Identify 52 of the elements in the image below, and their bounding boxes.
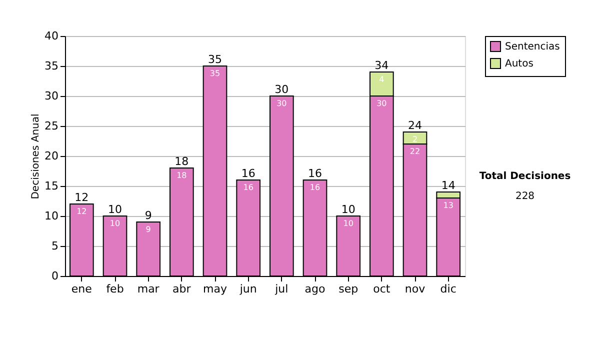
data-label: 30 [376,99,387,108]
data-label: 22 [410,147,420,156]
x-tick-label: ene [71,282,92,296]
data-label: 35 [210,69,220,78]
y-tick-label: 40 [44,30,58,42]
data-label: 10 [343,219,354,228]
legend-label: Sentencias [505,42,560,52]
data-label: 9 [146,225,151,234]
x-tick-label: ago [304,282,326,296]
data-label: 16 [243,183,254,192]
y-tick-label: 20 [44,150,58,162]
x-tick-label: jun [238,282,257,296]
data-label: 16 [310,183,320,192]
data-label: 13 [443,201,454,210]
y-tick-label: 35 [44,60,58,72]
total-label: 34 [374,59,389,72]
total-label: 10 [341,203,356,216]
x-tick-label: mar [137,282,160,296]
data-label: 18 [176,171,187,180]
total-label: 16 [241,167,256,180]
text: Total Decisiones [479,171,571,182]
x-tick-label: feb [106,282,124,296]
x-tick-label: sep [338,282,358,296]
total-label: 12 [74,191,89,204]
x-tick-label: nov [404,282,426,296]
y-tick-label: 0 [52,270,58,282]
x-tick-label: abr [172,282,192,296]
data-label: 12 [76,207,87,216]
legend-label: Autos [505,58,534,70]
x-tick-label: dic [440,282,456,296]
total-label: 24 [408,119,422,132]
total-label: 30 [274,83,289,96]
total-label: 14 [441,179,456,192]
data-label: 10 [110,219,120,228]
total-label: 18 [174,155,189,168]
total-label: 10 [108,203,122,216]
data-label: 2 [412,135,418,144]
total-label: 35 [208,53,222,66]
total-label: 16 [308,167,322,180]
x-tick-label: jul [274,282,288,296]
text: 228 [515,191,535,202]
y-tick-label: 5 [52,240,58,252]
x-tick-label: may [203,282,228,296]
y-tick-label: 25 [44,120,58,132]
y-tick-label: 30 [44,90,58,102]
data-label: 30 [276,99,287,108]
x-tick-label: oct [373,282,391,296]
data-label: 4 [379,75,384,84]
total-label: 9 [144,209,152,222]
y-tick-label: 15 [44,180,58,192]
y-tick-label: 10 [44,210,58,222]
y-axis-title: Decisiones Anual [30,114,42,200]
